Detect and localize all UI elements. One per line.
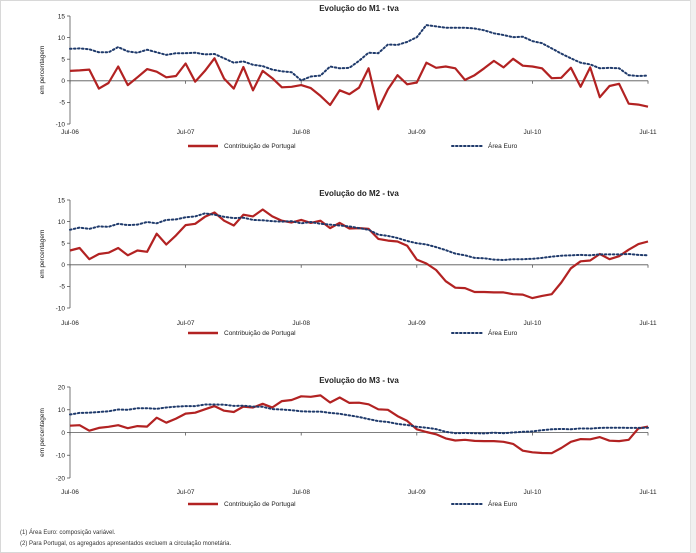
y-tick-label: 0	[61, 262, 65, 269]
footnote-2: (2) Para Portugal, os agregados apresent…	[20, 541, 232, 547]
x-tick-label: Jul-11	[639, 320, 657, 327]
legend-label: Área Euro	[488, 328, 518, 337]
x-tick-label: Jul-09	[408, 129, 426, 136]
series-line-portugal	[69, 394, 649, 455]
y-tick-label: 15	[58, 13, 66, 20]
x-tick-label: Jul-07	[177, 320, 195, 327]
y-tick-label: 15	[58, 197, 66, 204]
scrollbar[interactable]	[690, 0, 696, 553]
x-tick-label: Jul-06	[61, 320, 79, 327]
y-tick-label: 0	[61, 430, 65, 437]
y-axis-label: em percentagem	[39, 408, 46, 457]
y-axis-label: em percentagem	[39, 46, 46, 95]
x-tick-label: Jul-10	[524, 320, 542, 327]
y-tick-label: -10	[56, 453, 66, 460]
series-line-area-euro	[69, 212, 649, 261]
series-line-portugal	[69, 57, 649, 111]
chart-m2: Evolução do M2 - tva em percentagem 15 10 5 0…	[39, 189, 657, 337]
x-tick-label: Jul-11	[639, 129, 657, 136]
y-tick-label: -5	[59, 284, 65, 291]
chart-m1: Evolução do M1 - tva em percentagem 15 10 5 0…	[39, 4, 657, 150]
y-tick-label: -10	[56, 121, 66, 128]
x-tick-label: Jul-06	[61, 489, 79, 496]
y-tick-label: -5	[59, 100, 65, 107]
x-tick-label: Jul-09	[408, 320, 426, 327]
y-tick-label: 5	[61, 57, 65, 64]
y-tick-label: 0	[61, 78, 65, 85]
y-tick-label: 20	[58, 384, 66, 391]
legend-label: Contribuição de Portugal	[224, 501, 296, 508]
chart-m3: Evolução do M3 - tva em percentagem 20 10 0 -…	[39, 376, 657, 508]
x-tick-label: Jul-07	[177, 129, 195, 136]
footnote-1: (1) Área Euro: composição variável.	[20, 530, 116, 536]
chart-title: Evolução do M2 - tva	[319, 189, 399, 198]
y-tick-label: -20	[56, 475, 66, 482]
y-tick-label: 10	[58, 407, 66, 414]
x-tick-label: Jul-08	[292, 320, 310, 327]
x-tick-label: Jul-09	[408, 489, 426, 496]
y-tick-label: -10	[56, 305, 66, 312]
y-tick-label: 10	[58, 219, 66, 226]
x-tick-label: Jul-06	[61, 129, 79, 136]
x-tick-label: Jul-10	[524, 129, 542, 136]
x-tick-label: Jul-10	[524, 489, 542, 496]
y-tick-label: 5	[61, 241, 65, 248]
y-axis-label: em percentagem	[39, 230, 46, 279]
series-line-area-euro	[69, 24, 649, 82]
chart-title: Evolução do M3 - tva	[319, 376, 399, 385]
legend-label: Contribuição de Portugal	[224, 143, 296, 150]
x-tick-label: Jul-07	[177, 489, 195, 496]
x-tick-label: Jul-08	[292, 489, 310, 496]
x-tick-label: Jul-08	[292, 129, 310, 136]
y-tick-label: 10	[58, 35, 66, 42]
chart-title: Evolução do M1 - tva	[319, 4, 399, 13]
legend-label: Área Euro	[488, 141, 518, 150]
legend-label: Contribuição de Portugal	[224, 330, 296, 337]
x-tick-label: Jul-11	[639, 489, 657, 496]
legend-label: Área Euro	[488, 499, 518, 508]
series-line-area-euro	[69, 403, 649, 435]
